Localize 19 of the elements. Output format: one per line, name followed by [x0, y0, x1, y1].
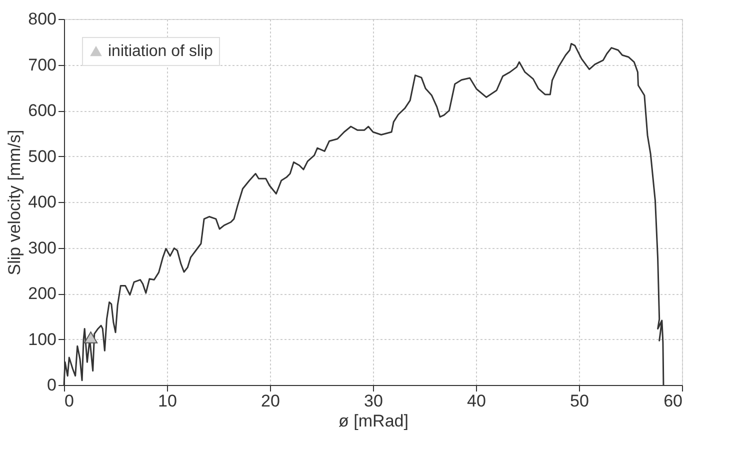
y-tick-label: 700	[28, 55, 56, 74]
y-axis-title: Slip velocity [mm/s]	[5, 130, 24, 276]
x-tick-label: 60	[664, 392, 682, 410]
y-tick-label: 300	[28, 238, 56, 258]
x-axis-title: ø [mRad]	[338, 412, 408, 430]
x-tick-label: 30	[364, 392, 383, 410]
legend-label: initiation of slip	[108, 43, 214, 60]
y-tick-label: 600	[28, 101, 56, 120]
y-tick-label: 100	[28, 330, 56, 349]
x-tick-label: 10	[158, 392, 177, 410]
y-tick-label: 0	[47, 376, 56, 394]
y-tick-label: 200	[28, 284, 56, 303]
y-tick-label: 500	[28, 146, 56, 166]
y-tick-label: 800	[28, 10, 56, 28]
y-tick-label: 400	[28, 192, 56, 212]
x-tick-label: 40	[467, 392, 486, 410]
x-tick-label: 0	[64, 392, 74, 410]
x-tick-label: 20	[261, 392, 280, 410]
x-tick-label: 50	[570, 392, 589, 410]
